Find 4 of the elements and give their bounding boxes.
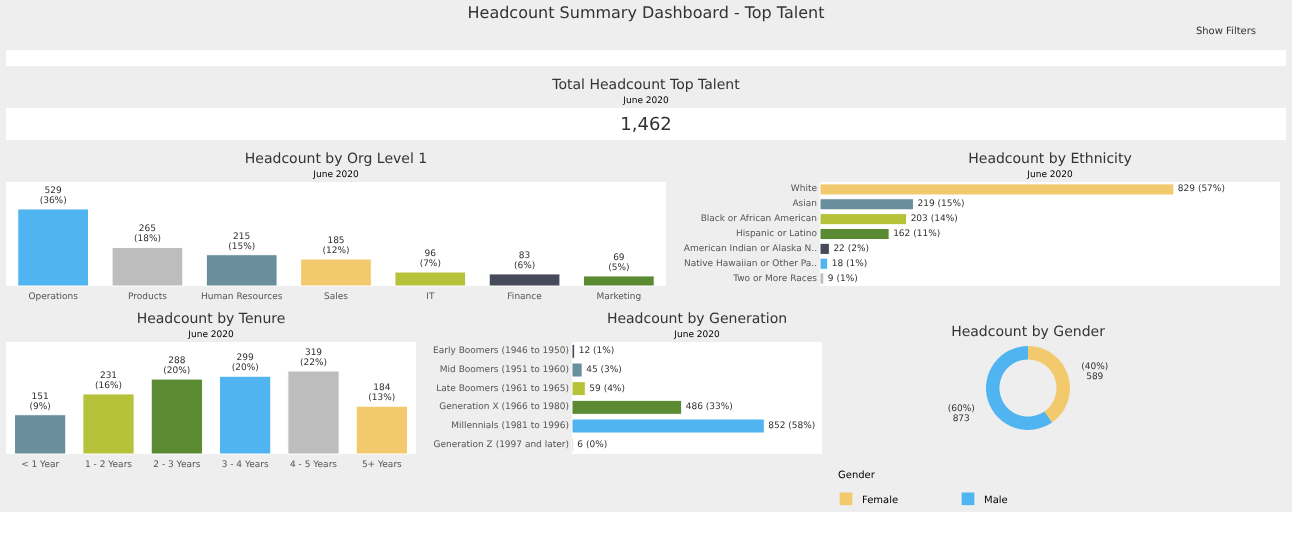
donut-slice bbox=[986, 346, 1053, 430]
donut-slice bbox=[1028, 346, 1070, 423]
text: 1,462 bbox=[620, 116, 672, 136]
text: Headcount Summary Dashboard - Top Talent bbox=[467, 4, 825, 22]
